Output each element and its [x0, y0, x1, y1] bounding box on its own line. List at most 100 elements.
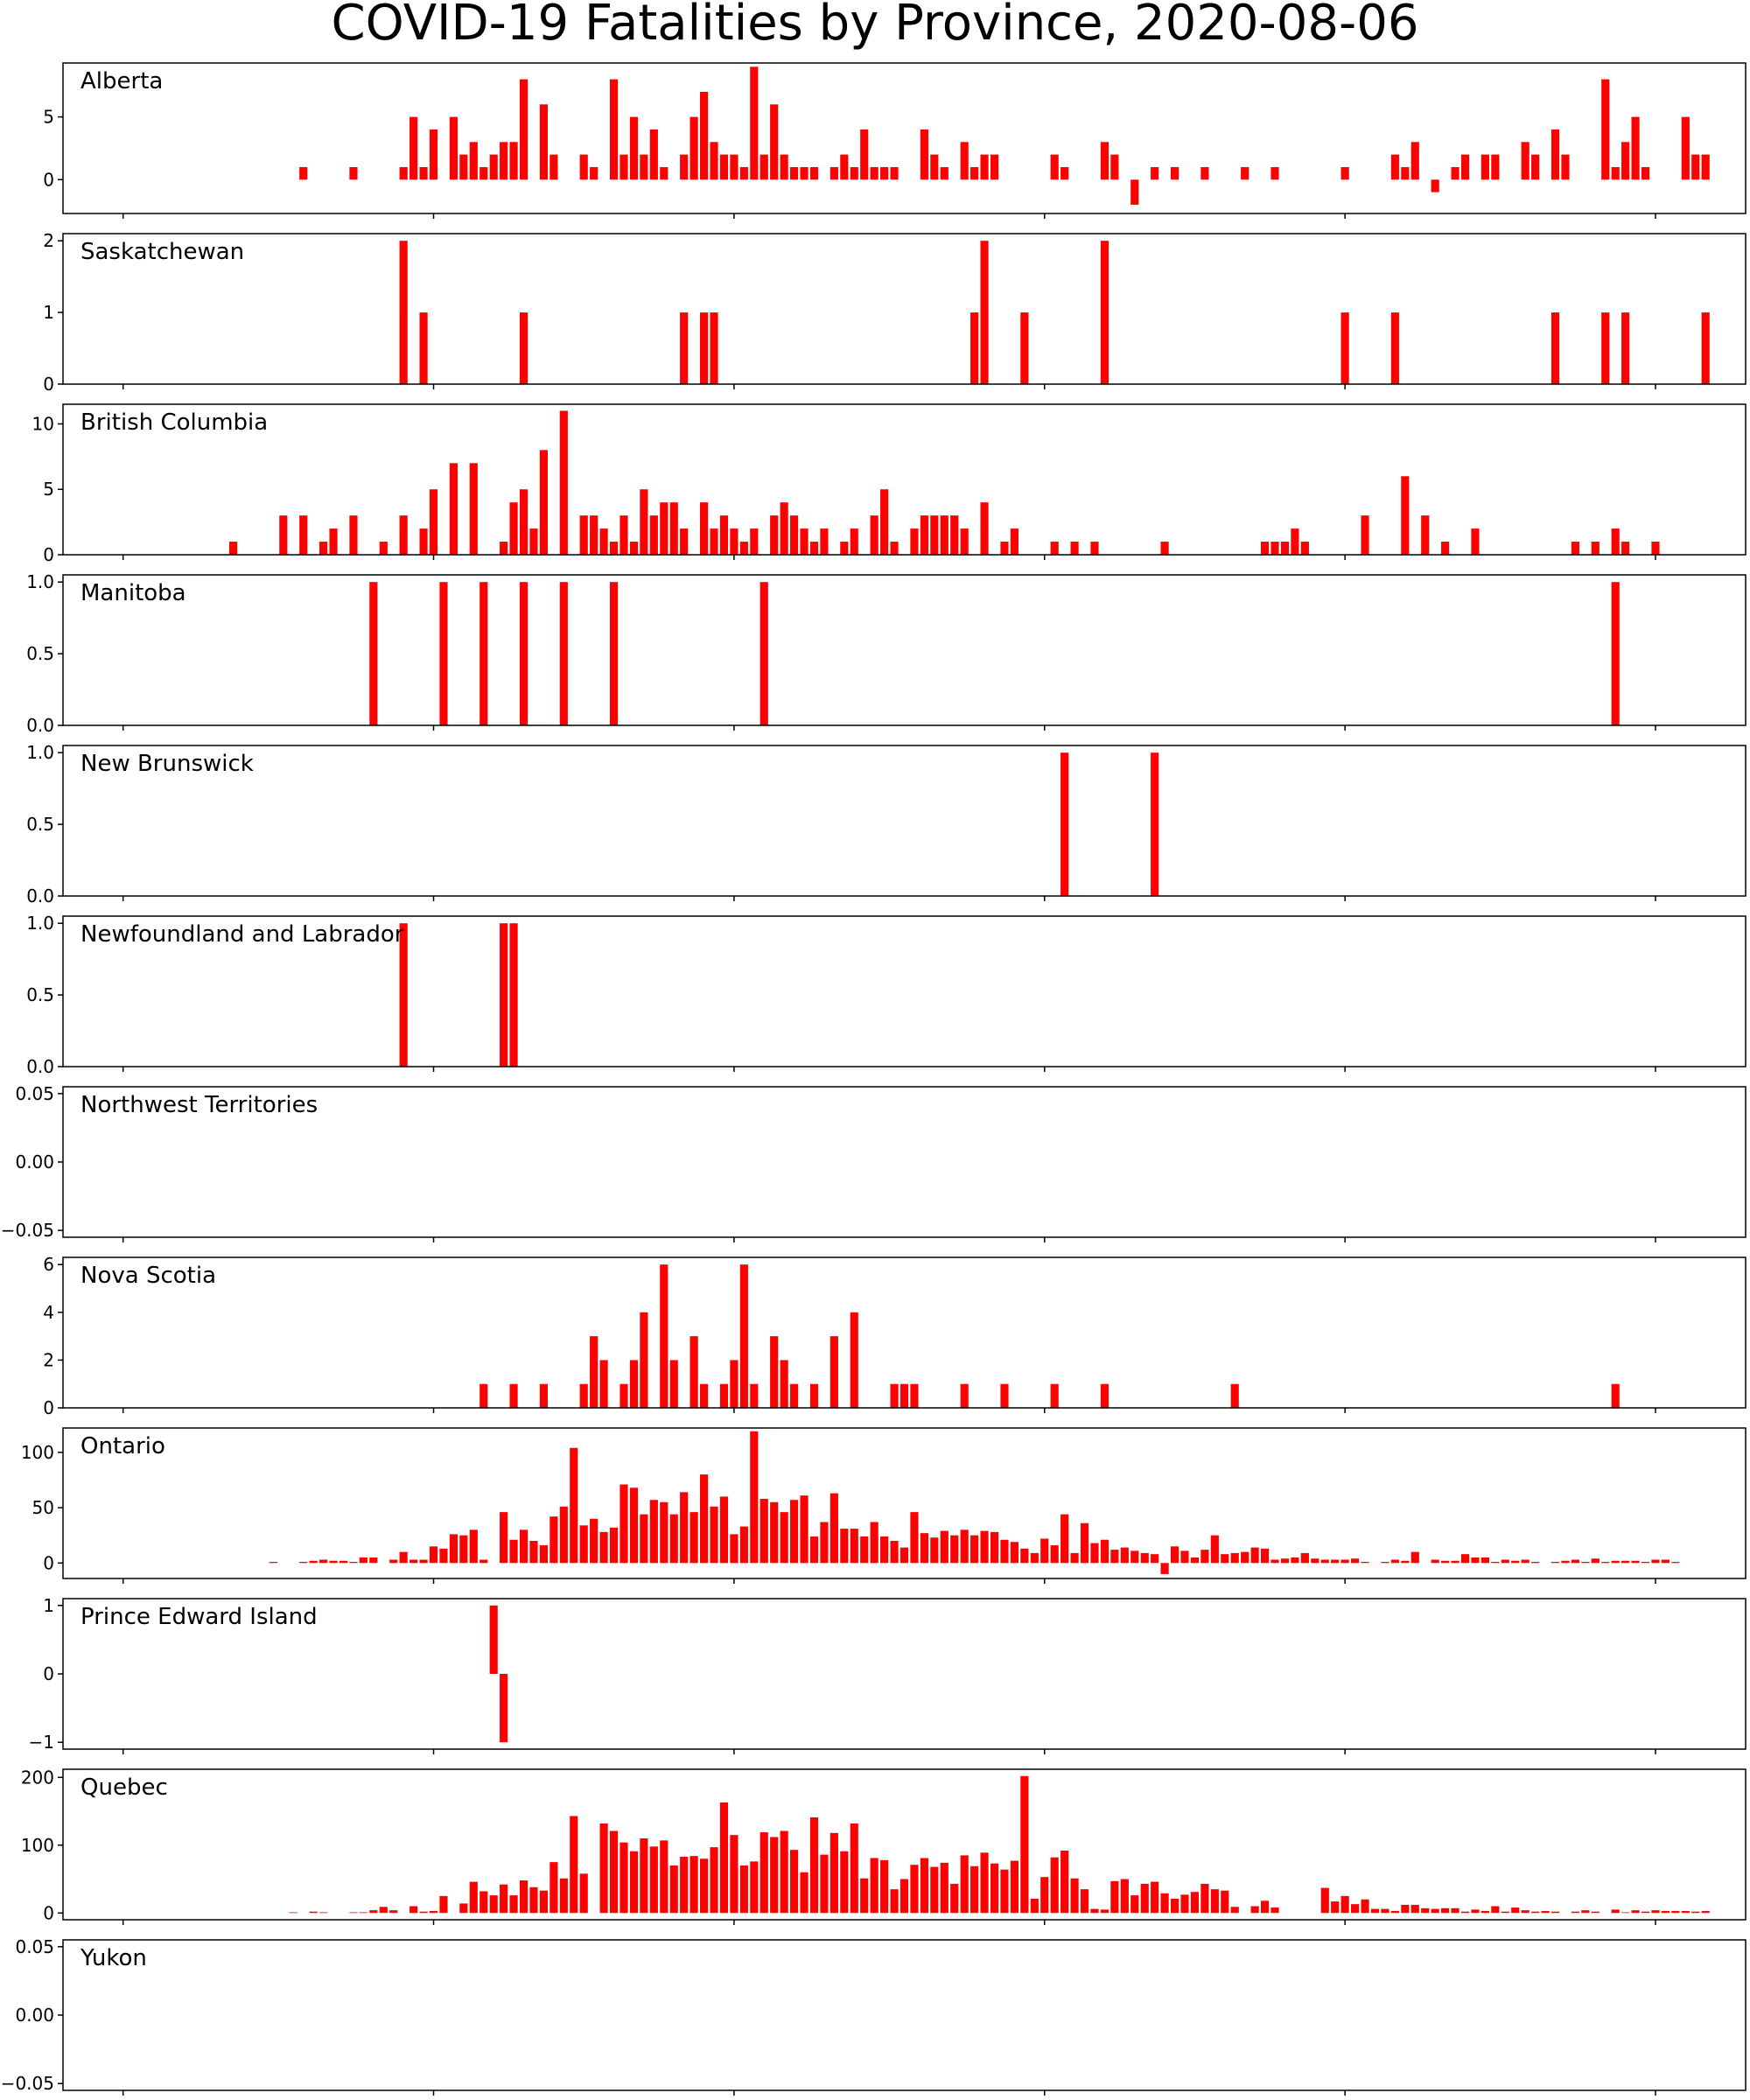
- bar-ontario-2020-06-11: [1140, 1552, 1149, 1564]
- bar-quebec-2020-03-24: [349, 1912, 358, 1914]
- bar-alberta-2020-07-07: [1401, 166, 1410, 180]
- bar-british-columbia-2020-06-06: [1090, 542, 1099, 555]
- bar-alberta-2020-04-28: [699, 91, 709, 180]
- bar-quebec-2020-06-19: [1221, 1890, 1229, 1914]
- bar-british-columbia-2020-06-02: [1050, 542, 1059, 555]
- bar-british-columbia-2020-03-31: [419, 528, 428, 555]
- bar-quebec-2020-07-29: [1621, 1912, 1630, 1914]
- bar-nova-scotia-2020-05-13: [850, 1312, 858, 1408]
- bar-ontario-2020-05-13: [850, 1529, 858, 1564]
- bar-ontario-2020-04-10: [519, 1530, 528, 1564]
- panel-frame: [62, 403, 1746, 556]
- bar-ontario-2020-07-29: [1621, 1560, 1630, 1564]
- bar-quebec-2020-04-18: [599, 1823, 608, 1914]
- bar-alberta-2020-04-01: [429, 129, 438, 180]
- bar-alberta-2020-05-17: [890, 166, 899, 180]
- bar-alberta-2020-08-04: [1681, 116, 1690, 180]
- panel-label: Alberta: [80, 68, 163, 94]
- panel-ontario: 0 50 100 Ontario: [21, 1427, 1746, 1584]
- bar-british-columbia-2020-04-17: [590, 515, 598, 555]
- bar-quebec-2020-05-26: [980, 1852, 989, 1914]
- bar-quebec-2020-08-04: [1681, 1910, 1690, 1914]
- bar-nova-scotia-2020-04-12: [539, 1383, 549, 1408]
- panel-northwest-territories: −0.05 0.00 0.05 Northwest Territories: [1, 1083, 1746, 1242]
- bar-quebec-2020-07-16: [1491, 1906, 1500, 1914]
- panel-label: Nova Scotia: [80, 1263, 216, 1289]
- bar-alberta-2020-03-30: [410, 116, 418, 180]
- bar-alberta-2020-07-06: [1390, 154, 1399, 180]
- bar-ontario-2020-04-06: [480, 1559, 488, 1564]
- bar-alberta-2020-05-24: [960, 142, 969, 180]
- bar-quebec-2020-05-01: [730, 1835, 738, 1914]
- bar-ontario-2020-07-06: [1390, 1559, 1399, 1564]
- y-tick-label: 0: [43, 544, 54, 565]
- bar-quebec-2020-04-26: [680, 1856, 689, 1914]
- bar-quebec-2020-03-25: [359, 1912, 368, 1914]
- bar-ontario-2020-03-21: [319, 1559, 328, 1564]
- bar-quebec-2020-04-12: [539, 1890, 549, 1914]
- y-tick-label: 0.5: [26, 984, 54, 1005]
- panel-prince-edward-island: −1 0 1 Prince Edward Island: [29, 1595, 1746, 1754]
- bar-manitoba-2020-04-19: [609, 582, 619, 725]
- bar-ontario-2020-04-16: [579, 1525, 588, 1564]
- bar-quebec-2020-04-29: [710, 1847, 718, 1914]
- bar-quebec-2020-05-25: [970, 1866, 979, 1914]
- y-tick-label: 1.0: [26, 913, 54, 934]
- bar-british-columbia-2020-03-24: [349, 515, 358, 555]
- bar-quebec-2020-05-08: [800, 1872, 808, 1914]
- bar-quebec-2020-05-11: [830, 1832, 838, 1914]
- bar-british-columbia-2020-07-28: [1611, 528, 1620, 555]
- bar-quebec-2020-07-19: [1521, 1910, 1530, 1914]
- bar-ontario-2020-03-31: [419, 1559, 428, 1564]
- bar-british-columbia-2020-04-10: [519, 489, 528, 555]
- panel-saskatchewan: 0 1 2 Saskatchewan: [43, 230, 1746, 395]
- bar-alberta-2020-04-23: [649, 129, 658, 180]
- bar-nova-scotia-2020-05-02: [739, 1264, 748, 1408]
- panel-label: New Brunswick: [80, 751, 254, 777]
- bar-alberta-2020-04-06: [480, 166, 488, 180]
- bar-ontario-2020-03-24: [349, 1562, 358, 1564]
- bar-alberta-2020-07-15: [1480, 154, 1489, 180]
- bar-saskatchewan-2020-07-27: [1601, 312, 1610, 384]
- bar-alberta-2020-05-25: [970, 166, 979, 180]
- bar-ontario-2020-07-24: [1571, 1559, 1579, 1564]
- panel-label: Ontario: [80, 1433, 165, 1460]
- bar-british-columbia-2020-04-24: [660, 502, 668, 555]
- bar-ontario-2020-04-01: [429, 1546, 438, 1564]
- bar-ontario-2020-07-14: [1471, 1557, 1480, 1564]
- bar-quebec-2020-07-30: [1631, 1910, 1640, 1914]
- bar-alberta-2020-05-02: [739, 166, 748, 180]
- bar-british-columbia-2020-05-23: [950, 515, 959, 555]
- bar-alberta-2020-07-28: [1611, 166, 1620, 180]
- bar-ontario-2020-05-06: [780, 1512, 788, 1564]
- bar-ontario-2020-07-20: [1531, 1562, 1540, 1564]
- bar-alberta-2020-08-06: [1701, 154, 1710, 180]
- bar-ontario-2020-05-29: [1010, 1542, 1018, 1564]
- bar-british-columbia-2020-05-15: [870, 515, 878, 555]
- y-tick-label: 0.5: [26, 643, 54, 664]
- bar-quebec-2020-04-24: [660, 1840, 668, 1914]
- bar-british-columbia-2020-07-14: [1471, 528, 1480, 555]
- bar-ontario-2020-07-23: [1561, 1560, 1570, 1564]
- bar-british-columbia-2020-06-23: [1260, 542, 1270, 555]
- bar-british-columbia-2020-07-29: [1621, 542, 1630, 555]
- bar-manitoba-2020-03-26: [369, 582, 378, 725]
- y-tick-label: 5: [43, 107, 54, 128]
- bar-alberta-2020-03-31: [419, 166, 428, 180]
- bar-ontario-2020-04-15: [570, 1447, 578, 1564]
- bar-nova-scotia-2020-07-28: [1611, 1383, 1620, 1408]
- bar-ontario-2020-04-29: [710, 1506, 718, 1564]
- bar-ontario-2020-07-19: [1521, 1559, 1530, 1564]
- bar-ontario-2020-06-18: [1210, 1535, 1219, 1564]
- panel-label: Prince Edward Island: [80, 1604, 318, 1630]
- bar-ontario-2020-04-08: [500, 1512, 508, 1564]
- bar-quebec-2020-08-01: [1651, 1910, 1660, 1914]
- y-tick-label: 0.00: [15, 2005, 54, 2026]
- bar-ontario-2020-07-31: [1641, 1562, 1650, 1564]
- panel-frame: [62, 745, 1746, 897]
- y-tick-label: 0.0: [26, 715, 54, 736]
- bar-alberta-2020-06-03: [1060, 166, 1069, 180]
- bar-quebec-2020-05-03: [750, 1861, 759, 1914]
- bar-quebec-2020-04-25: [669, 1866, 678, 1914]
